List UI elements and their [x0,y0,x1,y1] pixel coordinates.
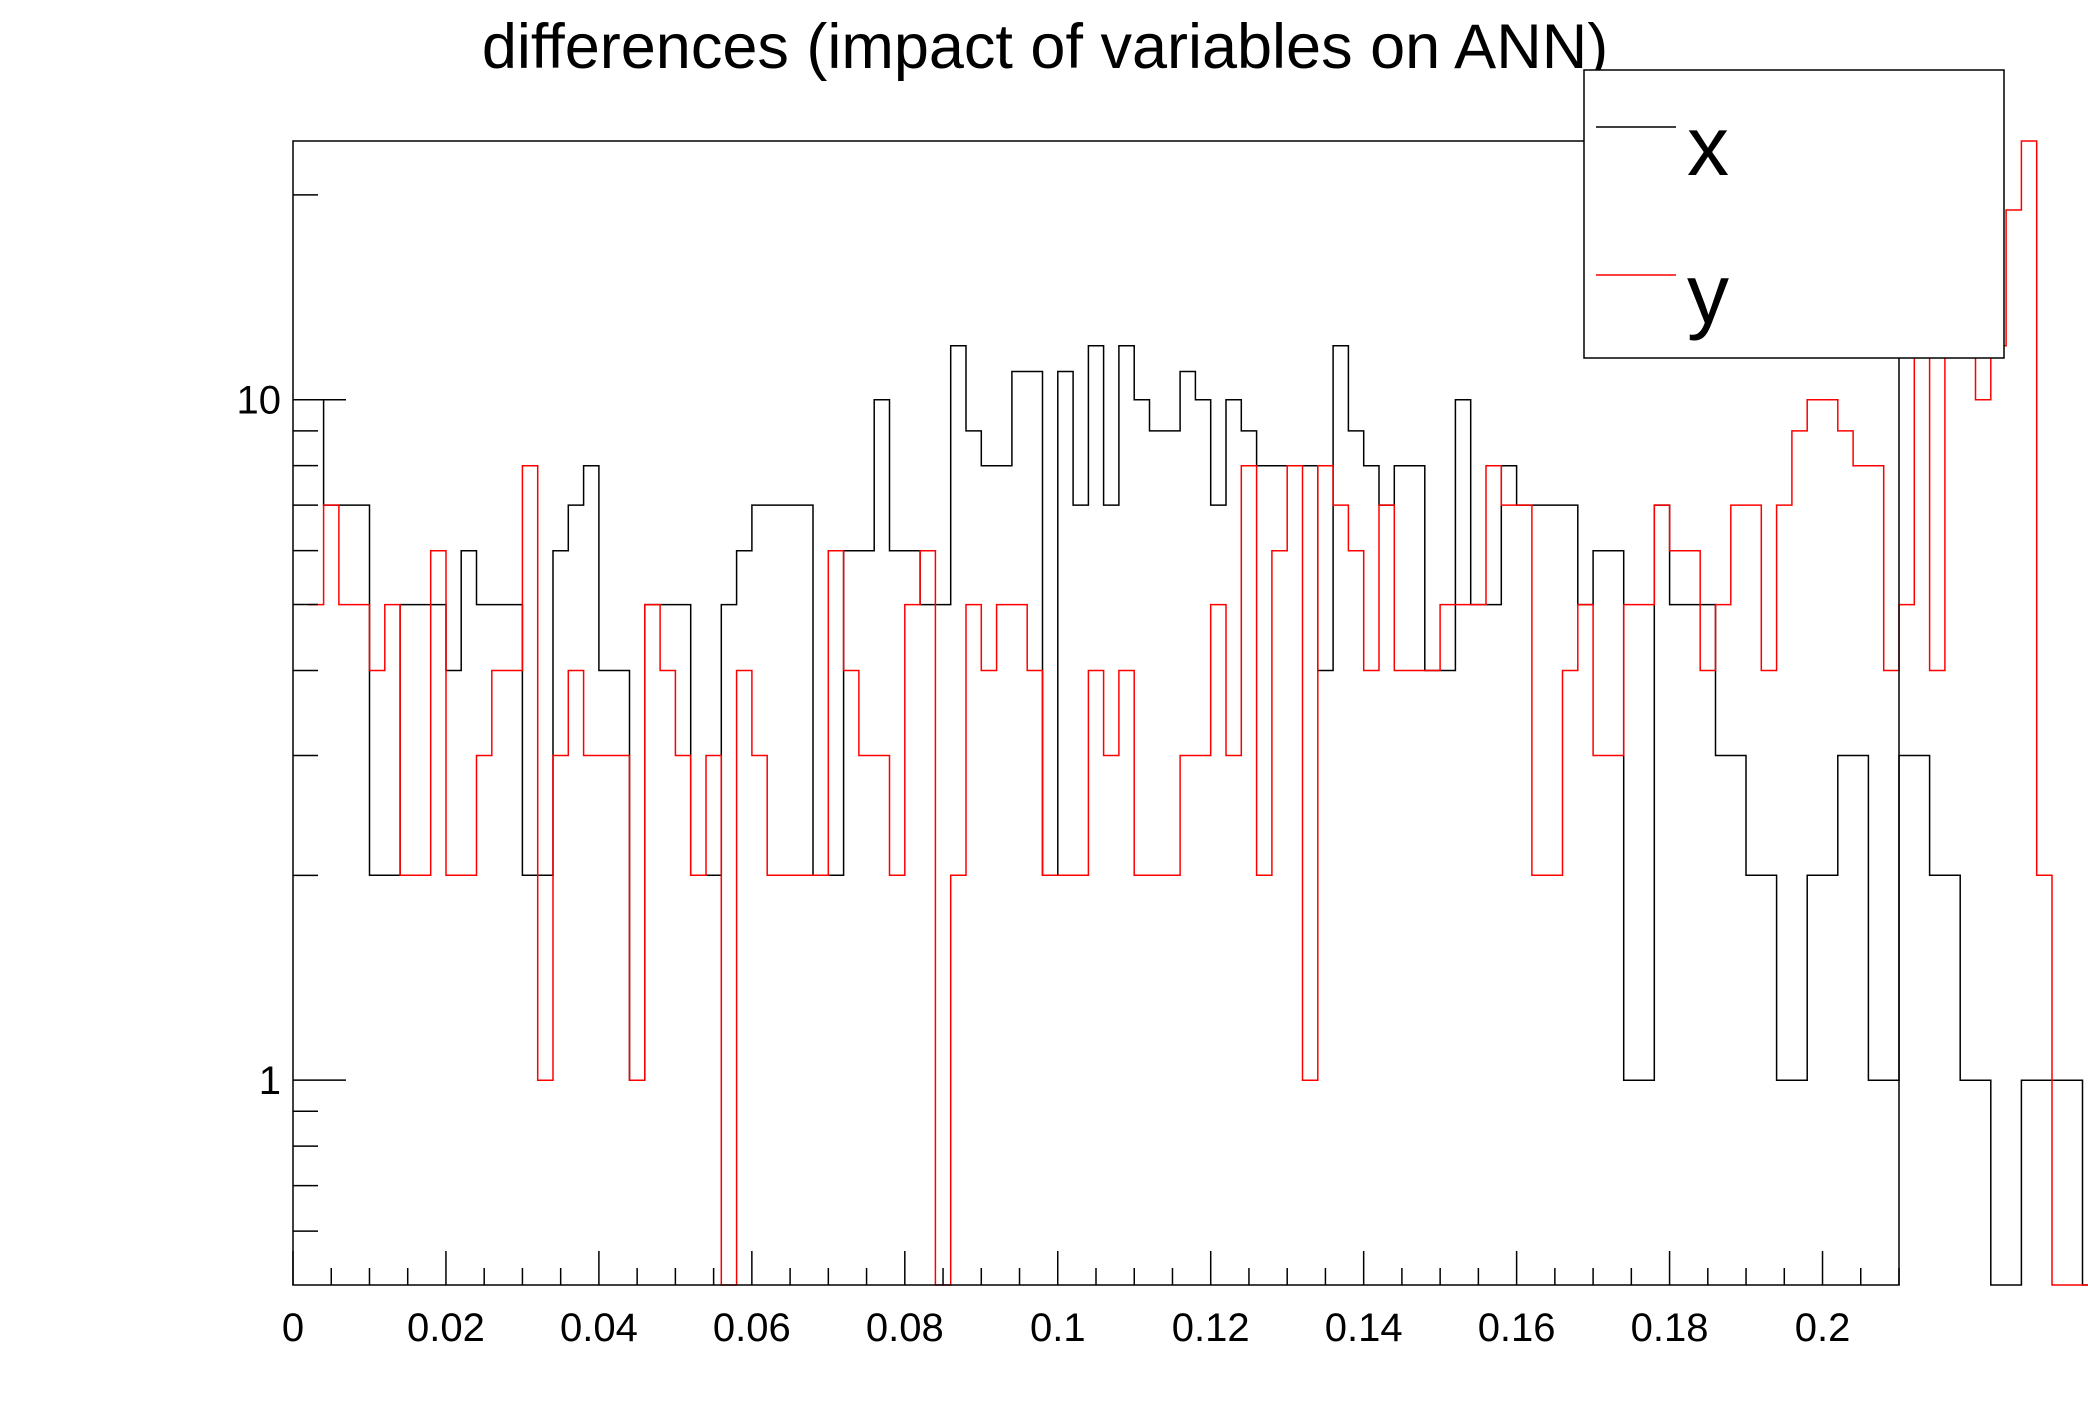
series-y-line [308,140,2088,1286]
legend: xy [1583,69,2005,359]
y-tick-label: 10 [237,379,282,423]
x-axis-ticks: 0 0.02 0.04 0.06 0.08 0.1 0.12 0.14 0.16 0.18 0.2 [282,1251,1900,1350]
x-tick-label: 0 [282,1306,304,1350]
x-tick-label: 0.04 [560,1306,638,1350]
y-tick-label: 1 [259,1059,281,1103]
legend-box [1583,69,2005,359]
x-tick-label: 0.1 [1030,1306,1086,1350]
x-tick-label: 0.14 [1325,1306,1403,1350]
chart-title: differences (impact of variables on ANN) [482,12,1608,82]
x-tick-label: 0.02 [407,1306,485,1350]
x-tick-label: 0.08 [866,1306,944,1350]
x-tick-label: 0.16 [1478,1306,1556,1350]
x-tick-label: 0.2 [1795,1306,1851,1350]
x-tick-label: 0.12 [1172,1306,1250,1350]
legend-label-x: x [1687,99,1729,193]
x-tick-label: 0.06 [713,1306,791,1350]
legend-label-y: y [1687,247,1729,341]
series-layer [308,140,2088,1286]
y-axis-ticks: 1 10 [237,194,346,1232]
x-tick-label: 0.18 [1631,1306,1709,1350]
